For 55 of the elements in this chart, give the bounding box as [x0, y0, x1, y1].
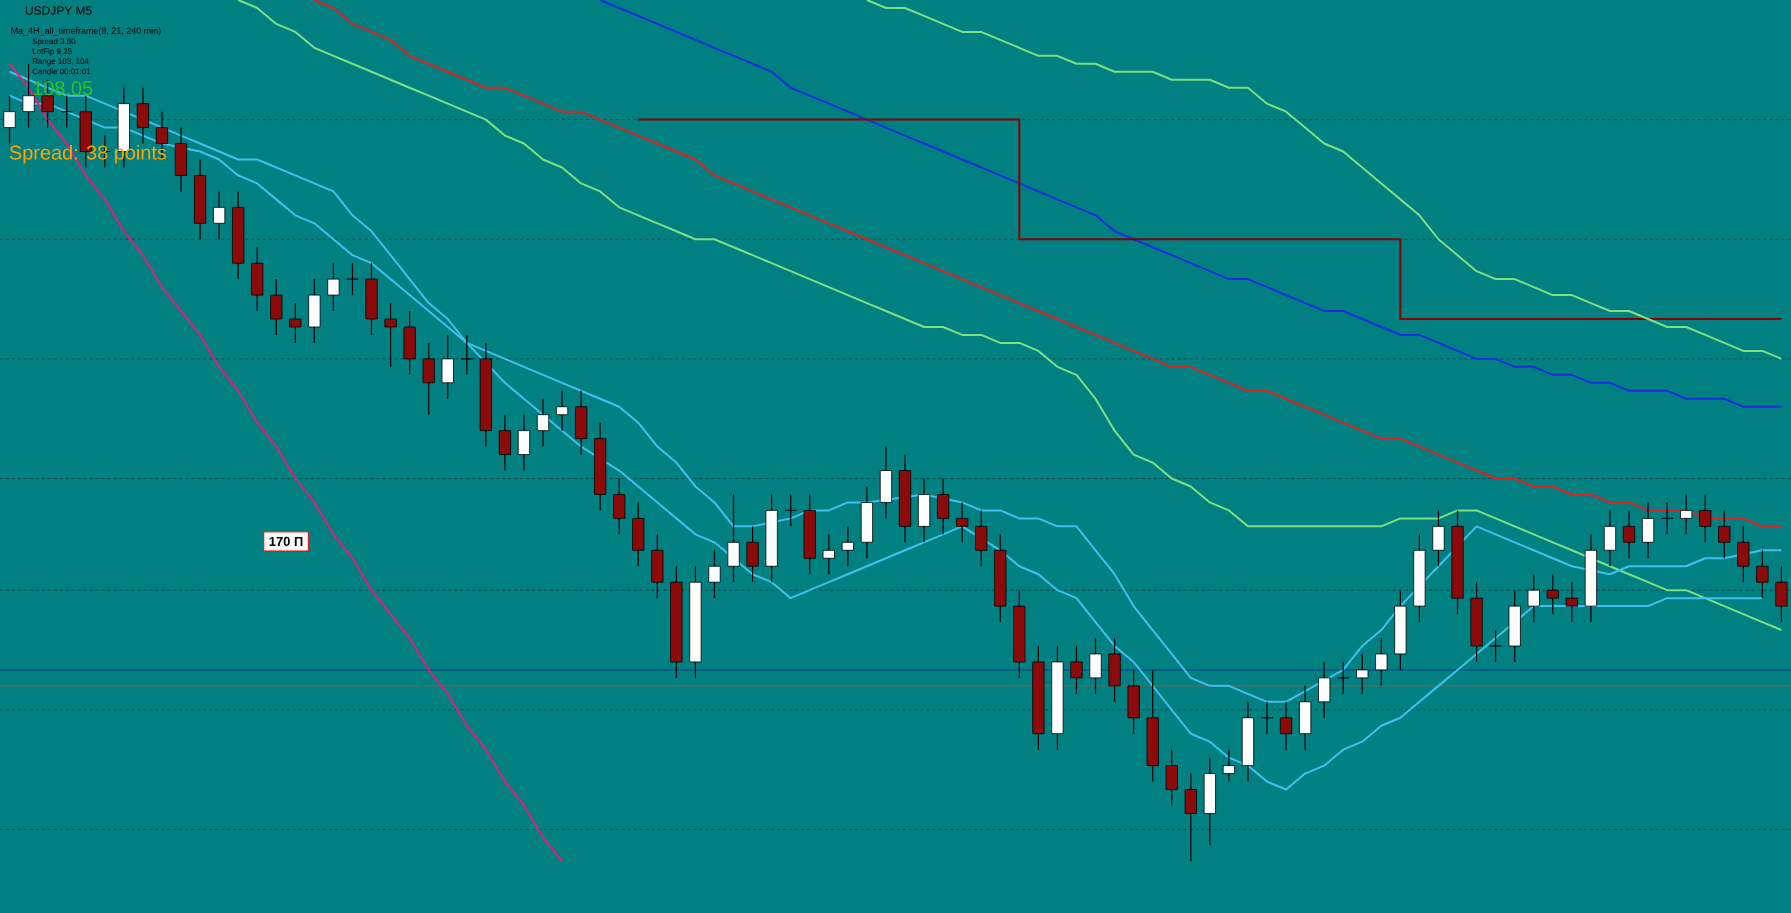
candlestick: [270, 278, 283, 336]
candlestick: [746, 525, 759, 583]
annotation: 170 П: [269, 536, 303, 547]
candlestick: [727, 493, 740, 583]
candlestick: [936, 477, 950, 535]
candlestick: [289, 302, 302, 344]
candlestick: [956, 501, 969, 543]
candlestick: [60, 95, 73, 129]
candlestick: [1737, 525, 1750, 583]
candlestick: [841, 525, 854, 567]
candlestick: [1318, 661, 1331, 719]
candlestick: [1699, 493, 1712, 543]
candlestick: [1279, 701, 1293, 751]
candlestick: [441, 334, 454, 400]
candlestick: [1641, 501, 1655, 559]
candlestick: [136, 87, 150, 145]
candlestick: [1603, 509, 1617, 567]
candlestick: [1070, 645, 1083, 695]
candlestick: [784, 493, 797, 527]
candlestick: [422, 342, 435, 416]
candlestick: [1165, 749, 1178, 807]
candlestick: [1565, 581, 1578, 623]
candlestick: [1375, 637, 1388, 687]
candlestick: [1489, 629, 1502, 663]
candlestick: [613, 477, 626, 535]
candlestick: [327, 262, 340, 312]
candlestick: [1546, 573, 1559, 615]
candlestick: [1527, 573, 1540, 623]
candlestick: [1337, 661, 1350, 695]
candlestick: [1756, 549, 1769, 599]
candlestick: [498, 414, 512, 472]
candlestick: [822, 533, 835, 575]
candlestick: [346, 262, 359, 296]
candlestick: [1184, 772, 1197, 862]
candlestick: [555, 390, 569, 432]
candlestick: [384, 302, 397, 368]
candlestick: [1680, 493, 1693, 535]
candlestick: [1432, 509, 1445, 567]
candlestick: [1622, 509, 1636, 559]
chart-title: USDJPY M5: [25, 6, 92, 15]
candlestick: [3, 95, 16, 145]
candlestick: [1718, 509, 1731, 559]
candlestick: [460, 334, 473, 376]
text: Ma_4H_all_timeframe(8, 21, 240 min): [11, 27, 161, 36]
candlestick: [517, 414, 531, 472]
candlestick: [212, 190, 226, 240]
candlestick: [1775, 565, 1788, 623]
candlestick: [975, 509, 988, 567]
candlestick: [1356, 653, 1369, 695]
candlestick: [1660, 501, 1674, 535]
candlestick: [1089, 637, 1102, 695]
candlestick: [536, 398, 550, 448]
candlestick: [1222, 749, 1236, 783]
candlestick: [1260, 701, 1274, 735]
candlestick: [708, 549, 721, 599]
